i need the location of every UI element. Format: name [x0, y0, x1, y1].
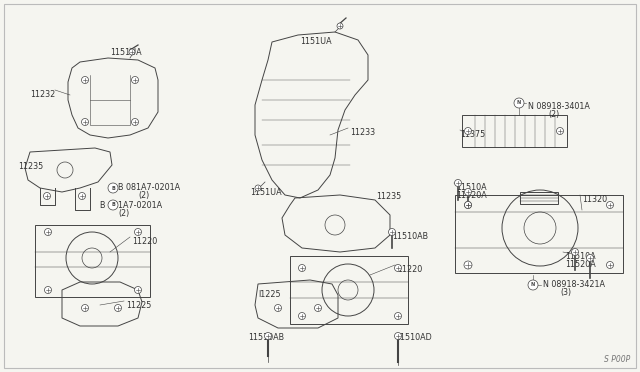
Circle shape [607, 202, 614, 208]
Bar [455, 195, 623, 273]
Bar [35, 225, 150, 297]
Text: 11320: 11320 [582, 195, 607, 204]
Text: N: N [531, 282, 535, 288]
Bar [290, 256, 408, 324]
Text: B: B [111, 186, 115, 190]
Circle shape [528, 280, 538, 290]
Text: 11233: 11233 [350, 128, 375, 137]
Circle shape [129, 49, 135, 55]
Text: 11220: 11220 [132, 237, 157, 246]
Text: B 081A7-0201A: B 081A7-0201A [100, 201, 162, 210]
Circle shape [465, 128, 472, 135]
Bar [520, 192, 558, 204]
Circle shape [81, 305, 88, 311]
Circle shape [465, 202, 472, 208]
Text: 11510AB: 11510AB [248, 333, 284, 342]
Circle shape [607, 262, 614, 269]
Text: N: N [517, 100, 521, 106]
Text: 11510A: 11510A [456, 183, 486, 192]
Text: (3): (3) [560, 288, 571, 297]
Text: 1151UA: 1151UA [110, 48, 141, 57]
Circle shape [108, 200, 118, 210]
Circle shape [131, 119, 138, 125]
Text: l1225: l1225 [258, 290, 280, 299]
Circle shape [572, 248, 579, 256]
Circle shape [514, 98, 524, 108]
Text: (2): (2) [138, 191, 149, 200]
Text: B 081A7-0201A: B 081A7-0201A [118, 183, 180, 192]
Text: N 08918-3421A: N 08918-3421A [543, 280, 605, 289]
Text: 11520A: 11520A [565, 260, 596, 269]
Text: N 08918-3401A: N 08918-3401A [528, 102, 590, 111]
Circle shape [81, 119, 88, 125]
Text: 1151UA: 1151UA [250, 188, 282, 197]
Text: 11510A: 11510A [565, 252, 596, 261]
Circle shape [79, 192, 86, 199]
Circle shape [255, 185, 261, 191]
Circle shape [394, 264, 401, 272]
Circle shape [45, 228, 51, 235]
Circle shape [337, 23, 343, 29]
Text: 11510AB: 11510AB [392, 232, 428, 241]
Circle shape [115, 305, 122, 311]
Circle shape [586, 254, 593, 262]
Text: 11510AD: 11510AD [395, 333, 432, 342]
Text: 11232: 11232 [30, 90, 55, 99]
Circle shape [275, 305, 282, 311]
Text: 11520A: 11520A [456, 191, 487, 200]
Text: 1151UA: 1151UA [300, 37, 332, 46]
Circle shape [44, 192, 51, 199]
Circle shape [298, 264, 305, 272]
Circle shape [134, 228, 141, 235]
Text: 11235: 11235 [18, 162, 44, 171]
Circle shape [465, 189, 472, 196]
Circle shape [454, 180, 461, 186]
Circle shape [557, 128, 563, 135]
Circle shape [45, 286, 51, 294]
Circle shape [465, 202, 472, 208]
Text: (2): (2) [118, 209, 129, 218]
Circle shape [394, 312, 401, 320]
Circle shape [394, 333, 401, 340]
Text: 11235: 11235 [376, 192, 401, 201]
Bar [462, 115, 567, 147]
Text: 11220: 11220 [397, 265, 422, 274]
Text: 11225: 11225 [126, 301, 152, 310]
Circle shape [264, 333, 271, 340]
Circle shape [314, 305, 321, 311]
Text: 11375: 11375 [460, 130, 485, 139]
Text: B: B [111, 202, 115, 208]
Circle shape [464, 261, 472, 269]
Circle shape [131, 77, 138, 83]
Circle shape [298, 312, 305, 320]
Circle shape [134, 286, 141, 294]
Circle shape [81, 77, 88, 83]
Text: S P00P: S P00P [604, 355, 630, 364]
Text: (2): (2) [548, 110, 559, 119]
Circle shape [388, 228, 396, 235]
Circle shape [108, 183, 118, 193]
